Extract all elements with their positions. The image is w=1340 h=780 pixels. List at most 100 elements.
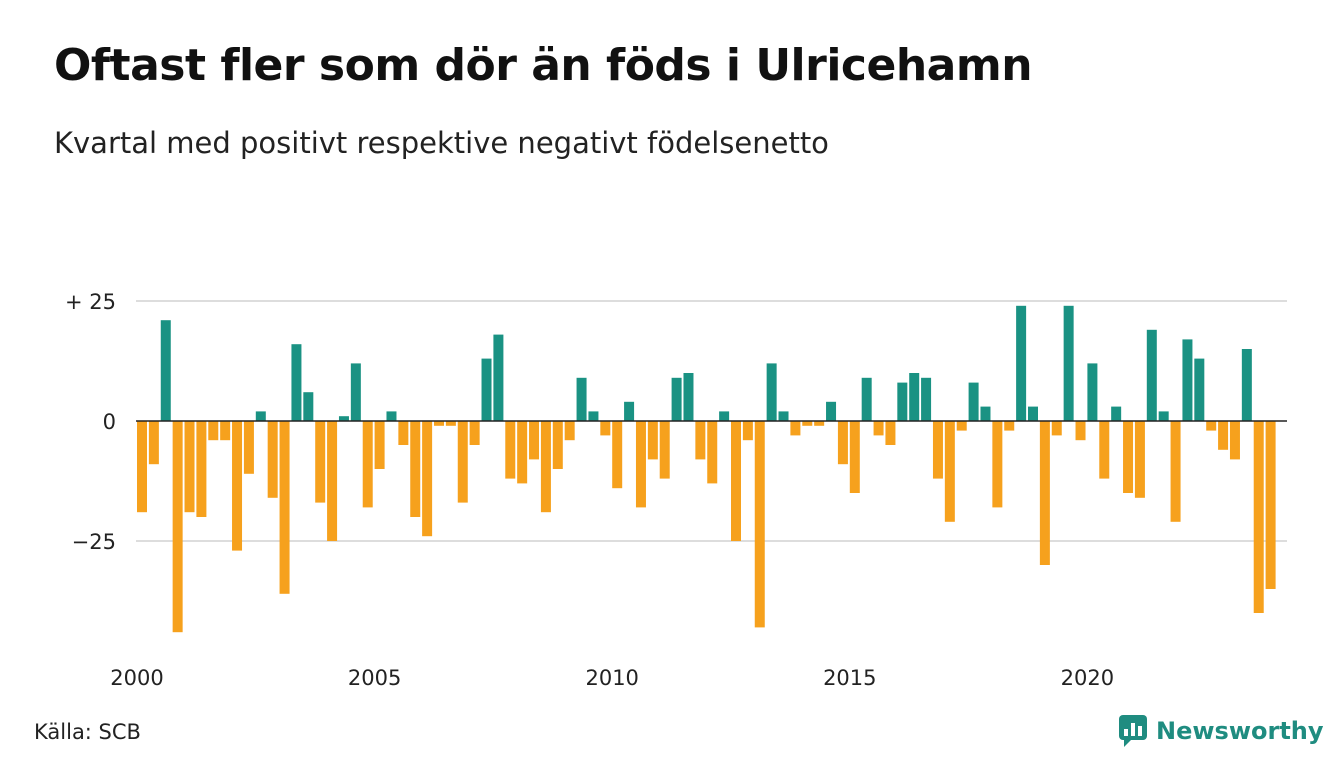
bar-positive (1111, 406, 1122, 421)
bar-negative (208, 421, 219, 441)
bar-negative (1229, 421, 1240, 460)
newsworthy-logo-icon (1119, 715, 1147, 747)
bar-negative (992, 421, 1003, 508)
bar-negative (1051, 421, 1062, 436)
brand-name: Newsworthy (1156, 717, 1324, 745)
y-tick-label: 0 (103, 410, 116, 434)
bar-negative (457, 421, 468, 503)
bar-negative (315, 421, 326, 503)
y-axis-ticks: + 25 0 −25 (65, 290, 116, 554)
bar-negative (434, 421, 444, 426)
bar-negative (422, 421, 433, 537)
bar-negative (837, 421, 848, 465)
bar-negative (137, 421, 147, 513)
bar-negative (374, 421, 385, 469)
bar-positive (255, 411, 266, 421)
bar-positive (683, 373, 694, 421)
bar-negative (742, 421, 753, 441)
bar-negative (1253, 421, 1264, 613)
bar-negative (1170, 421, 1181, 522)
bar-positive (1182, 339, 1193, 421)
bar-negative (196, 421, 207, 517)
bar-negative (1123, 421, 1134, 493)
bar-negative (647, 421, 658, 460)
bar-positive (291, 344, 302, 421)
bar-positive (897, 382, 908, 421)
bar-chart: + 25 0 −25 2000 2005 2010 2015 2020 (65, 290, 1287, 690)
x-tick-label: 2010 (585, 666, 638, 690)
bar-positive (1146, 329, 1157, 421)
bar-negative (148, 421, 159, 465)
bar-positive (980, 406, 991, 421)
bar-positive (624, 401, 635, 421)
bar-positive (386, 411, 397, 421)
bar-positive (909, 373, 920, 421)
chart-subtitle: Kvartal med positivt respektive negativt… (54, 126, 829, 160)
bar-negative (172, 421, 183, 633)
bar-negative (754, 421, 765, 628)
bar-negative (184, 421, 195, 513)
bar-negative (1039, 421, 1050, 565)
bar-negative (790, 421, 801, 436)
bar-negative (659, 421, 670, 479)
bar-negative (635, 421, 646, 508)
bar-negative (849, 421, 860, 493)
bar-positive (921, 377, 932, 421)
x-axis-ticks: 2000 2005 2010 2015 2020 (110, 666, 1114, 690)
y-tick-label: + 25 (65, 290, 116, 314)
bar-positive (1028, 406, 1038, 421)
bar-positive (1087, 363, 1098, 421)
bar-positive (338, 416, 349, 421)
bar-negative (873, 421, 884, 436)
bar-negative (814, 421, 825, 426)
bar-negative (1218, 421, 1229, 450)
bar-positive (493, 334, 504, 421)
bar-positive (1016, 305, 1027, 421)
y-tick-label: −25 (72, 530, 116, 554)
bar-positive (778, 411, 789, 421)
bar-positive (576, 377, 587, 421)
bar-positive (1158, 411, 1169, 421)
bar-positive (303, 392, 314, 421)
bar-positive (719, 411, 730, 421)
bar-negative (1134, 421, 1145, 498)
bar-negative (695, 421, 706, 460)
bar-negative (505, 421, 516, 479)
bar-negative (220, 421, 231, 441)
bar-negative (410, 421, 421, 517)
bar-positive (671, 377, 682, 421)
x-tick-label: 2005 (348, 666, 401, 690)
bar-positive (481, 358, 492, 421)
bar-negative (564, 421, 575, 441)
bar-negative (1265, 421, 1276, 589)
bar-negative (1206, 421, 1217, 431)
bar-negative (540, 421, 551, 513)
bar-negative (1099, 421, 1110, 479)
bar-negative (267, 421, 278, 498)
bar-negative (731, 421, 741, 541)
bar-positive (861, 377, 872, 421)
bar-negative (600, 421, 611, 436)
x-tick-label: 2015 (823, 666, 876, 690)
bar-positive (968, 382, 979, 421)
bar-negative (932, 421, 943, 479)
bar-positive (826, 401, 837, 421)
bar-negative (445, 421, 456, 426)
bar-negative (956, 421, 967, 431)
bar-positive (766, 363, 777, 421)
bar-negative (279, 421, 290, 594)
bar-negative (362, 421, 373, 508)
brand-logo: Newsworthy (1118, 714, 1324, 748)
bar-positive (588, 411, 599, 421)
bar-negative (232, 421, 243, 551)
bar-positive (350, 363, 361, 421)
bar-negative (944, 421, 955, 522)
bar-negative (517, 421, 528, 484)
bar-negative (612, 421, 623, 489)
bar-negative (885, 421, 896, 445)
bar-negative (327, 421, 338, 541)
bar-negative (398, 421, 409, 445)
bar-negative (552, 421, 563, 469)
bar-positive (160, 320, 171, 421)
bar-negative (529, 421, 540, 460)
